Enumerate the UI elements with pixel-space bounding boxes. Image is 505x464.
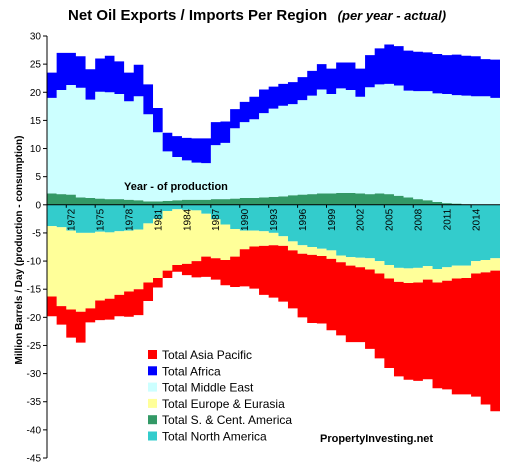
chart-title: Net Oil Exports / Imports Per Region (pe… [68,7,446,24]
y-axis-label: Million Barrels / Day (production - cons… [14,136,25,365]
y-tick-label: -45 [27,454,42,464]
y-tick-label: 5 [35,172,41,183]
area-total-asia-pacific [47,245,500,412]
y-tick-label: -25 [27,341,42,352]
x-axis-label: Year - of production [124,181,228,193]
legend-label-total-asia-pacific: Total Asia Pacific [162,348,252,362]
x-tick-label: 2002 [356,208,367,231]
x-tick-label: 1999 [327,208,338,231]
legend-label-total-middle-east: Total Middle East [162,381,254,395]
x-tick-label: 2005 [385,208,396,231]
y-tick-label: -20 [27,313,42,324]
legend-swatch-total-north-america [148,431,157,441]
axes-group: 30 25 20 15 10 5 0 -5 -10 -15 -20 -25 -30 -35 -40 -45 19… [27,32,500,464]
area-total-europe-eurasia [47,209,500,312]
legend-label-total-europe-eurasia: Total Europe & Eurasia [162,397,285,411]
y-tick-label: 15 [30,116,42,127]
area-total-north-america [47,204,500,269]
y-tick-label: -30 [27,369,42,380]
area-total-africa [47,44,500,164]
y-tick-label: 25 [30,60,42,71]
x-tick-label: 2014 [471,208,482,231]
area-total-s-cent-america [47,192,500,205]
legend-swatch-total-middle-east [148,382,157,392]
legend-swatch-total-africa [148,366,157,376]
x-tick-label: 1993 [269,208,280,231]
y-tick-label: -5 [32,228,41,239]
x-tick-label: 1981 [153,208,164,231]
x-tick-label: 2011 [443,208,454,230]
area-total-middle-east [47,83,500,205]
legend-label-total-s-cent-america: Total S. & Cent. America [162,413,292,427]
legend-label-total-north-america: Total North America [162,430,267,444]
watermark-text: PropertyInvesting.net [320,433,433,445]
legend-swatch-total-s-cent-america [148,415,157,425]
x-tick-label: 1978 [124,208,135,231]
y-tick-label: -35 [27,397,42,408]
x-tick-label: 1996 [298,208,309,231]
y-tick-label: 30 [30,32,42,43]
y-tick-label: 0 [35,200,41,211]
legend-swatch-total-europe-eurasia [148,398,157,408]
y-tick-label: -15 [27,285,42,296]
legend-label-total-africa: Total Africa [162,364,221,378]
y-tick-label: -10 [27,257,42,268]
x-tick-label: 2008 [414,208,425,231]
y-tick-label: -40 [27,425,42,436]
area-series-group [47,44,500,412]
legend: Total Asia Pacific Total Africa Total Midd… [148,348,292,444]
legend-swatch-total-asia-pacific [148,350,157,359]
y-tick-label: 20 [30,88,42,99]
x-tick-label: 1984 [182,208,193,231]
y-tick-label: 10 [30,144,42,155]
x-tick-label: 1972 [67,208,78,231]
x-tick-label: 1975 [96,208,107,231]
x-tick-label: 1990 [240,208,251,231]
x-tick-label: 1987 [211,208,222,231]
